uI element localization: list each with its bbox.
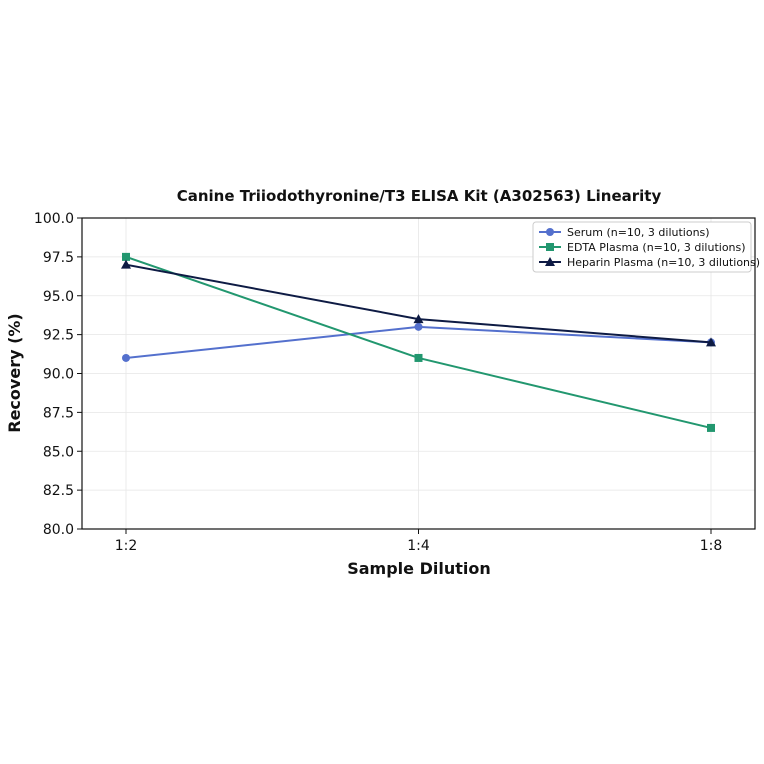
legend: Serum (n=10, 3 dilutions) EDTA Plasma (n=…	[532, 221, 760, 273]
y-tick-label: 82.5	[43, 483, 74, 499]
data-point	[706, 337, 716, 347]
legend-entry: Heparin Plasma (n=10, 3 dilutions)	[539, 256, 760, 269]
series-layer	[121, 252, 716, 432]
legend-label: EDTA Plasma (n=10, 3 dilutions)	[567, 241, 746, 254]
legend-label: Heparin Plasma (n=10, 3 dilutions)	[567, 256, 760, 269]
y-tick-label: 90.0	[43, 367, 74, 383]
series-0	[122, 322, 715, 362]
legend-marker	[546, 228, 554, 236]
series-1	[122, 252, 715, 432]
data-point	[122, 353, 130, 362]
legend-entry: EDTA Plasma (n=10, 3 dilutions)	[539, 241, 746, 254]
y-tick-label: 85.0	[43, 444, 74, 460]
legend-label: Serum (n=10, 3 dilutions)	[567, 226, 710, 239]
legend-entry: Serum (n=10, 3 dilutions)	[539, 226, 710, 239]
data-point	[414, 322, 423, 331]
y-tick-label: 92.5	[43, 328, 74, 344]
legend-frame	[532, 221, 752, 273]
y-tick-label: 100.0	[34, 211, 74, 227]
data-point	[414, 353, 423, 362]
legend-marker	[546, 243, 554, 251]
y-tick-label: 87.5	[43, 405, 74, 421]
x-axis-ticks: 1:2 1:4 1:8	[115, 529, 723, 554]
y-axis-ticks: 80.0 82.5 85.0 87.5 90.0 92.5 95.0 97.5 100.0	[34, 211, 82, 538]
y-tick-label: 80.0	[43, 522, 74, 538]
data-point	[413, 314, 424, 324]
chart-title: Canine Triiodothyronine/T3 ELISA Kit (A3…	[177, 187, 662, 205]
data-point	[121, 259, 131, 269]
y-axis-label: Recovery (%)	[5, 313, 24, 432]
data-point	[707, 423, 715, 432]
series-2	[121, 259, 716, 347]
legend-marker	[545, 257, 555, 266]
x-tick-label: 1:2	[115, 538, 138, 554]
x-tick-label: 1:4	[407, 538, 430, 554]
x-axis-label: Sample Dilution	[347, 559, 491, 578]
data-point	[122, 252, 130, 261]
y-tick-label: 97.5	[43, 250, 74, 266]
x-tick-label: 1:8	[700, 538, 723, 554]
y-tick-label: 95.0	[43, 289, 74, 305]
